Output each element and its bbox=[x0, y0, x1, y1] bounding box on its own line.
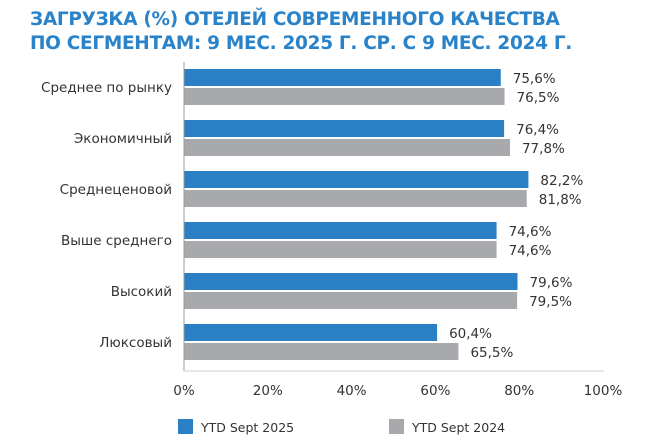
data-label: 79,6% bbox=[530, 275, 573, 291]
bar-2025 bbox=[184, 171, 529, 188]
category-label: Среднее по рынку bbox=[41, 80, 172, 96]
data-label: 74,6% bbox=[509, 224, 552, 240]
category-label: Выше среднего bbox=[61, 233, 172, 249]
bar-2025 bbox=[184, 324, 438, 341]
x-tick-label: 20% bbox=[253, 383, 283, 399]
x-tick-label: 80% bbox=[504, 383, 534, 399]
data-label: 60,4% bbox=[449, 326, 492, 342]
x-tick-label: 100% bbox=[584, 383, 623, 399]
data-label: 65,5% bbox=[470, 345, 513, 361]
bar-2024 bbox=[184, 241, 497, 258]
bar-2024 bbox=[184, 190, 527, 207]
legend-swatch-2025 bbox=[178, 419, 193, 434]
category-label: Экономичный bbox=[74, 131, 172, 147]
bar-2024 bbox=[184, 343, 459, 360]
legend-label: YTD Sept 2024 bbox=[411, 420, 505, 435]
bar-2024 bbox=[184, 88, 505, 105]
data-label: 79,5% bbox=[529, 294, 572, 310]
category-label: Высокий bbox=[111, 284, 172, 300]
x-tick-label: 60% bbox=[420, 383, 450, 399]
data-label: 77,8% bbox=[522, 141, 565, 157]
data-label: 81,8% bbox=[539, 192, 582, 208]
chart-title: ЗАГРУЗКА (%) ОТЕЛЕЙ СОВРЕМЕННОГО КАЧЕСТВ… bbox=[30, 8, 572, 56]
data-label: 82,2% bbox=[540, 173, 583, 189]
data-label: 75,6% bbox=[513, 71, 556, 87]
category-label: Среднеценовой bbox=[60, 182, 172, 198]
legend-swatch-2024 bbox=[389, 419, 404, 434]
category-label: Люксовый bbox=[99, 335, 172, 351]
chart-title-line-1: ЗАГРУЗКА (%) ОТЕЛЕЙ СОВРЕМЕННОГО КАЧЕСТВ… bbox=[30, 9, 560, 30]
bar-2025 bbox=[184, 69, 501, 86]
x-tick-label: 0% bbox=[173, 383, 195, 399]
legend-label: YTD Sept 2025 bbox=[200, 420, 294, 435]
x-tick-label: 40% bbox=[337, 383, 367, 399]
bar-2024 bbox=[184, 292, 518, 309]
bar-2025 bbox=[184, 120, 505, 137]
bar-2025 bbox=[184, 222, 497, 239]
bar-2025 bbox=[184, 273, 518, 290]
data-label: 76,5% bbox=[517, 90, 560, 106]
chart-title-line-2: ПО СЕГМЕНТАМ: 9 МЕС. 2025 Г. СР. С 9 МЕС… bbox=[30, 33, 573, 54]
data-label: 74,6% bbox=[509, 243, 552, 259]
bar-2024 bbox=[184, 139, 510, 156]
data-label: 76,4% bbox=[516, 122, 559, 138]
